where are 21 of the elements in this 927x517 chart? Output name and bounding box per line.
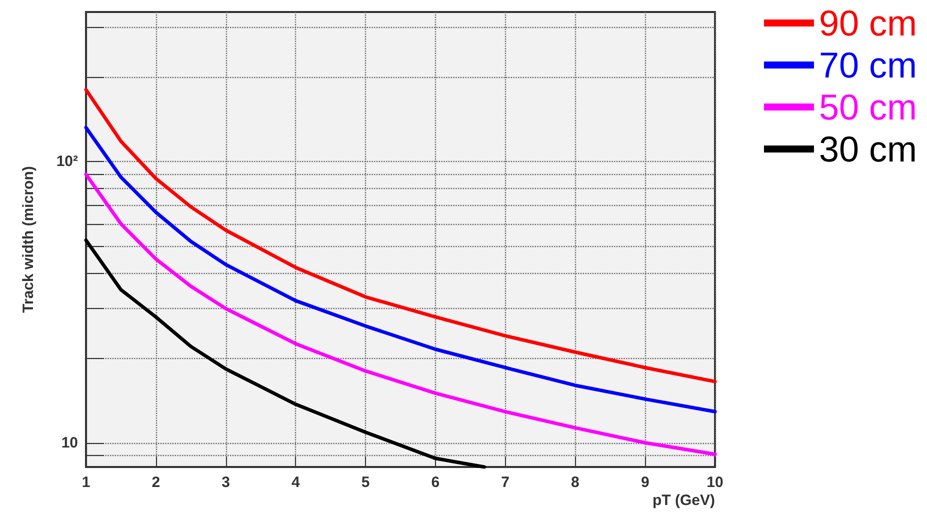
x-tick-label: 9 — [640, 474, 650, 491]
legend-label: 30 cm — [818, 128, 918, 170]
x-tick-label: 1 — [82, 474, 90, 491]
x-tick-label: 6 — [431, 474, 440, 491]
legend-label: 50 cm — [818, 86, 918, 128]
x-axis-title: pT (GeV) — [652, 492, 715, 509]
x-tick-label: 10 — [706, 474, 724, 491]
x-tick-label: 5 — [361, 474, 370, 491]
line-series — [84, 172, 717, 456]
x-tick-label: 7 — [501, 474, 510, 491]
legend-label: 90 cm — [818, 2, 918, 44]
legend-label: 70 cm — [818, 44, 918, 86]
line-series — [84, 126, 717, 414]
x-tick-label: 3 — [222, 474, 230, 491]
line-series — [84, 88, 717, 384]
x-tick-label: 2 — [152, 474, 160, 491]
line-series — [84, 238, 486, 469]
x-tick-label: 4 — [291, 474, 300, 491]
x-tick-label: 8 — [571, 474, 580, 491]
y-tick-label: 10² — [56, 152, 78, 170]
y-axis-title: Track width (micron) — [20, 166, 37, 313]
